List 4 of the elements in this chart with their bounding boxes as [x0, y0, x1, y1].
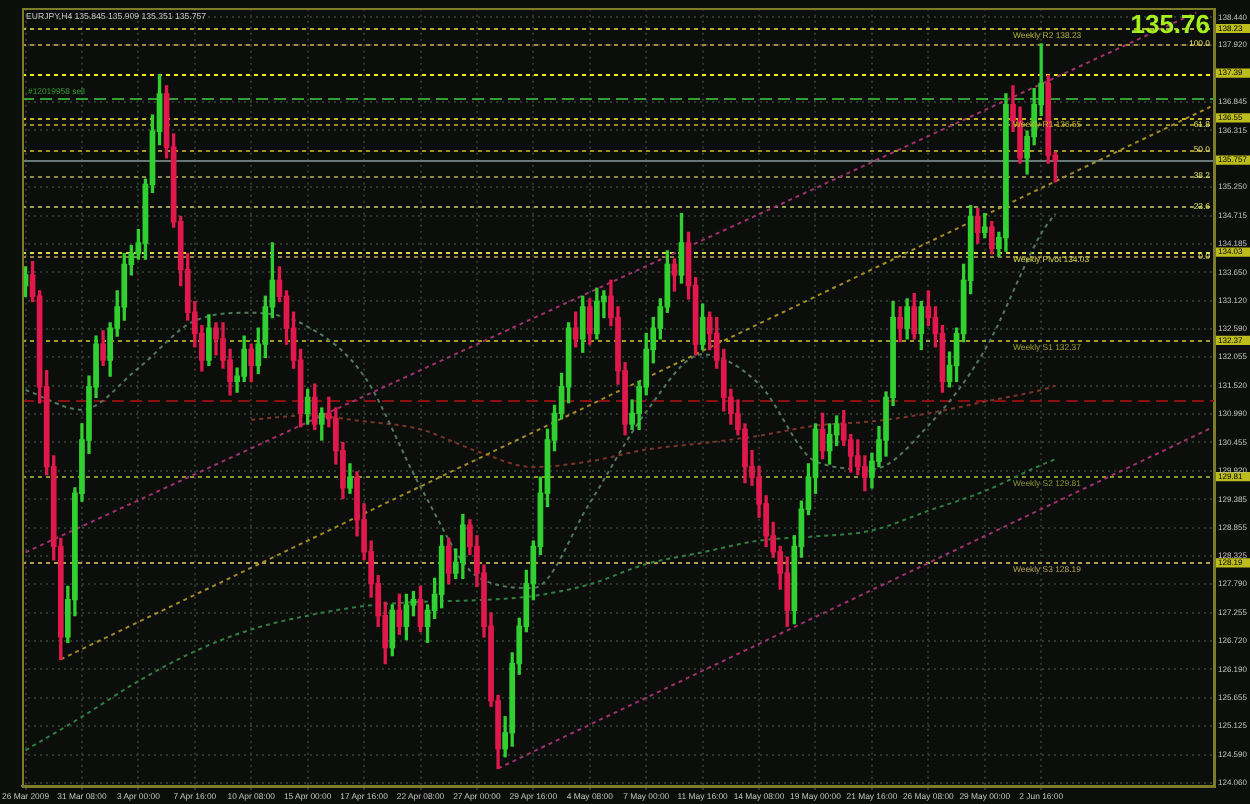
- annotation: 135.76: [1130, 8, 1210, 39]
- line-series: [24, 458, 1057, 752]
- line-series: [24, 212, 1057, 589]
- line-series: [250, 384, 1057, 469]
